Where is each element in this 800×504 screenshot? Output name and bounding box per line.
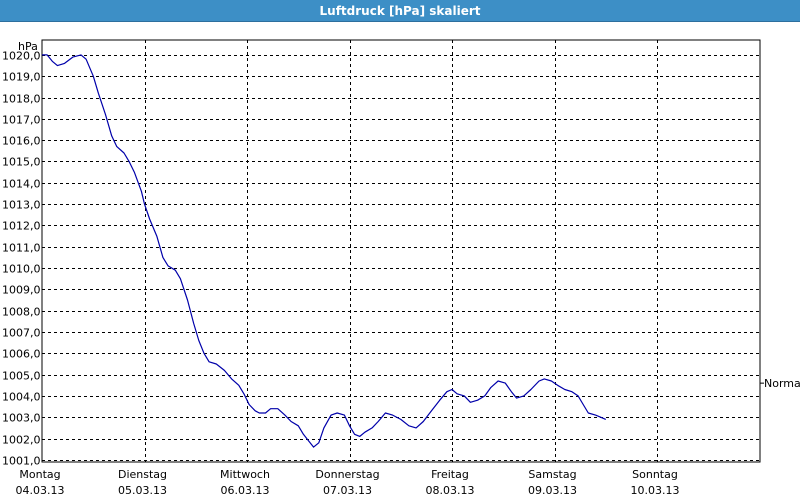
- x-tick-day: Mittwoch: [220, 468, 270, 481]
- x-tick-day: Sonntag: [632, 468, 678, 481]
- y-tick-label: 1016,0: [2, 135, 41, 148]
- x-tick-date: 05.03.13: [118, 484, 167, 497]
- y-tick-label: 1003,0: [2, 412, 41, 425]
- plot-frame: [41, 39, 761, 463]
- x-tick-date: 08.03.13: [426, 484, 475, 497]
- x-tick-date: 10.03.13: [631, 484, 680, 497]
- y-tick-label: 1019,0: [2, 71, 41, 84]
- y-tick-label: 1017,0: [2, 114, 41, 127]
- pressure-chart: 1001,0 1002,0 1003,0 1004,0 1005,0 1006,0 1007…: [2, 39, 800, 497]
- y-tick-label: 1008,0: [2, 306, 41, 319]
- x-tick-day: Samstag: [528, 468, 576, 481]
- chart-area: 1001,0 1002,0 1003,0 1004,0 1005,0 1006,0 1007…: [0, 22, 800, 500]
- y-tick-label: 1007,0: [2, 327, 41, 340]
- y-tick-label: 1001,0: [2, 455, 41, 468]
- reference-label: Normal: [764, 377, 800, 390]
- y-tick-label: 1006,0: [2, 348, 41, 361]
- x-tick-day: Freitag: [431, 468, 469, 481]
- y-tick-label: 1002,0: [2, 434, 41, 447]
- x-tick-day: Donnerstag: [315, 468, 379, 481]
- pressure-series-line: [42, 54, 607, 448]
- y-tick-label: 1013,0: [2, 199, 41, 212]
- y-tick-label: 1010,0: [2, 263, 41, 276]
- y-tick-label: 1015,0: [2, 156, 41, 169]
- y-tick-label: 1011,0: [2, 242, 41, 255]
- x-tick-date: 04.03.13: [16, 484, 65, 497]
- chart-title-bar: Luftdruck [hPa] skaliert: [0, 0, 800, 22]
- y-tick-label: 1020,0: [2, 50, 41, 63]
- y-tick-label: 1014,0: [2, 178, 41, 191]
- y-axis-label: hPa: [18, 40, 38, 53]
- y-tick-label: 1004,0: [2, 391, 41, 404]
- chart-title: Luftdruck [hPa] skaliert: [319, 3, 481, 18]
- x-tick-date: 09.03.13: [528, 484, 577, 497]
- y-tick-label: 1005,0: [2, 370, 41, 383]
- x-tick-date: 06.03.13: [221, 484, 270, 497]
- x-tick-date: 07.03.13: [323, 484, 372, 497]
- y-tick-label: 1009,0: [2, 284, 41, 297]
- x-tick-day: Dienstag: [118, 468, 167, 481]
- x-tick-day: Montag: [19, 468, 60, 481]
- y-tick-label: 1012,0: [2, 220, 41, 233]
- y-tick-label: 1018,0: [2, 93, 41, 106]
